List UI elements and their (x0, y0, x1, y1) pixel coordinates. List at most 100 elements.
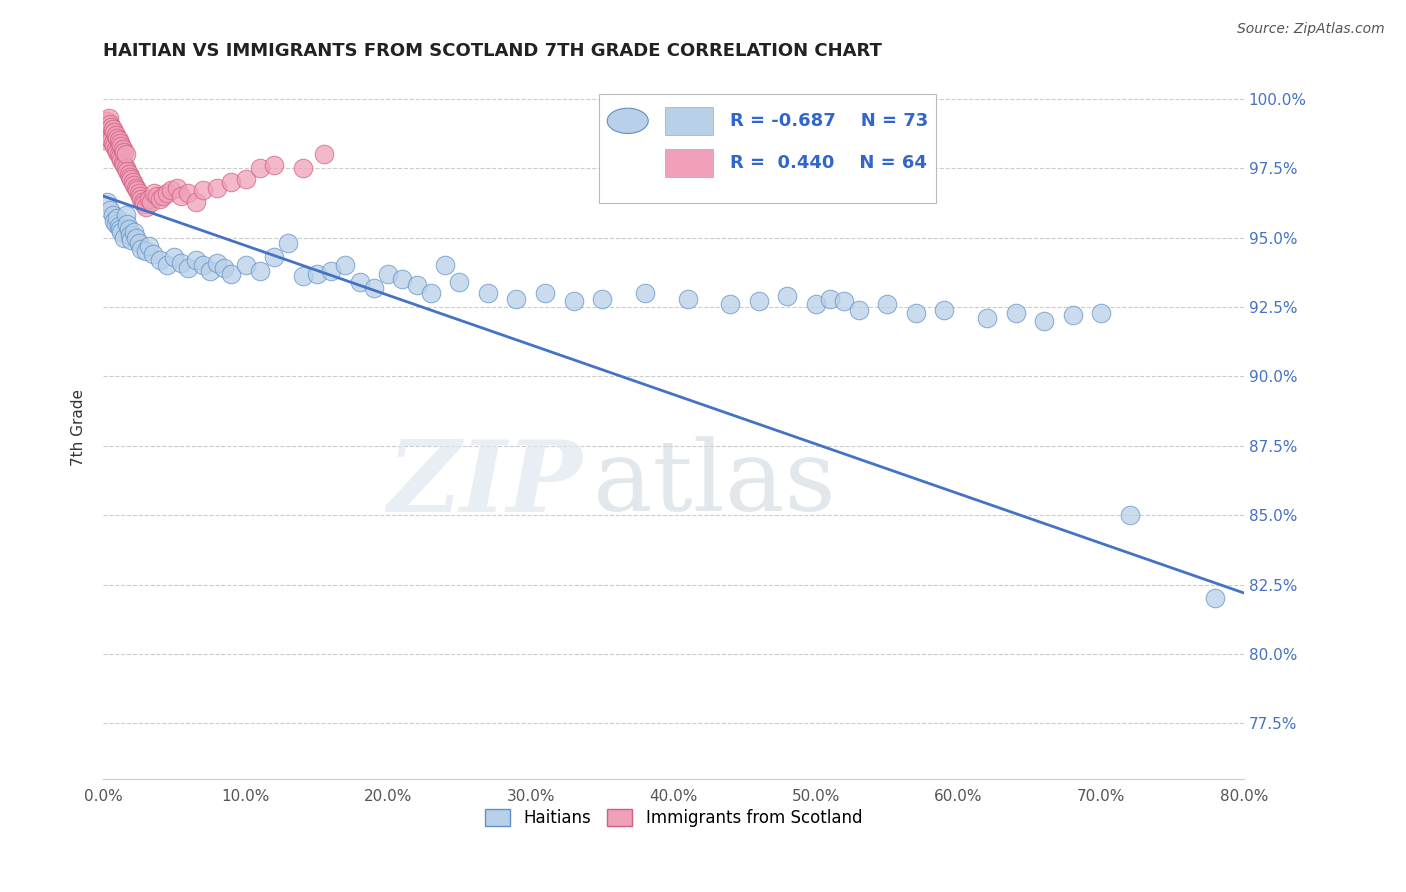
Point (1062, 309, 1084, 323)
Point (249, 161, 271, 176)
Point (477, 286, 499, 301)
Point (876, 297, 898, 311)
Point (101, 122, 124, 136)
Point (976, 311, 998, 326)
Point (111, 142, 134, 156)
Point (110, 153, 132, 167)
Y-axis label: 7th Grade: 7th Grade (72, 389, 86, 467)
Point (156, 258, 179, 272)
Point (125, 180, 148, 194)
Point (141, 194, 163, 209)
Point (128, 186, 150, 201)
Point (143, 186, 166, 201)
Point (219, 267, 242, 281)
Point (112, 158, 135, 172)
Point (98, 130, 121, 145)
Point (305, 267, 328, 281)
Point (534, 286, 557, 301)
Point (249, 264, 271, 278)
Point (112, 230, 135, 244)
Bar (665, 107, 713, 135)
Point (235, 258, 257, 272)
Point (419, 286, 441, 301)
Point (163, 250, 186, 264)
Point (277, 236, 299, 251)
Point (118, 227, 141, 242)
Point (96, 194, 118, 209)
Point (96, 125, 118, 139)
Point (562, 294, 585, 309)
Point (135, 200, 157, 214)
Point (124, 225, 146, 239)
Point (120, 233, 142, 247)
Point (818, 292, 841, 306)
Point (96, 114, 118, 128)
Point (101, 208, 124, 222)
Point (449, 275, 471, 289)
Point (125, 230, 148, 244)
Point (115, 217, 138, 231)
Point (97, 112, 120, 126)
Point (434, 258, 457, 272)
Point (127, 183, 149, 197)
Bar (665, 149, 713, 177)
Point (212, 261, 235, 276)
Point (115, 164, 138, 178)
Point (205, 180, 228, 194)
Point (104, 142, 127, 156)
Text: Source: ZipAtlas.com: Source: ZipAtlas.com (1237, 22, 1385, 37)
Point (166, 180, 188, 194)
Point (184, 194, 207, 209)
Point (118, 169, 141, 184)
Point (312, 147, 335, 161)
Point (134, 197, 156, 211)
Point (117, 222, 139, 236)
Point (177, 186, 200, 201)
Point (131, 242, 153, 256)
Point (93, 133, 115, 147)
Point (184, 252, 207, 267)
Point (114, 147, 136, 161)
Point (131, 192, 153, 206)
Point (149, 252, 172, 267)
Point (291, 269, 314, 284)
Point (104, 128, 127, 142)
Point (335, 258, 357, 272)
Point (129, 189, 152, 203)
Point (98, 117, 121, 131)
Point (112, 145, 135, 159)
Point (120, 172, 142, 186)
Point (100, 133, 122, 147)
Point (110, 139, 132, 153)
Point (219, 175, 242, 189)
Legend: Haitians, Immigrants from Scotland: Haitians, Immigrants from Scotland (478, 802, 869, 834)
Point (97, 128, 120, 142)
Point (1204, 591, 1226, 606)
Point (391, 272, 413, 286)
Point (105, 145, 128, 159)
Point (160, 183, 183, 197)
Point (138, 192, 160, 206)
Point (263, 158, 285, 172)
Point (108, 150, 131, 164)
Point (98, 202, 121, 217)
Point (177, 261, 200, 276)
Point (198, 264, 221, 278)
Point (114, 161, 136, 176)
Text: R = -0.687    N = 73: R = -0.687 N = 73 (730, 112, 928, 130)
Point (191, 183, 214, 197)
Point (934, 302, 956, 317)
Point (111, 155, 134, 169)
Point (152, 189, 174, 203)
Text: R =  0.440    N = 64: R = 0.440 N = 64 (730, 154, 928, 172)
Point (263, 250, 285, 264)
Point (591, 292, 613, 306)
FancyBboxPatch shape (599, 95, 936, 203)
Point (748, 294, 770, 309)
Point (848, 302, 870, 317)
Point (101, 136, 124, 151)
Point (146, 189, 169, 203)
Point (319, 264, 342, 278)
Point (103, 139, 125, 153)
Point (135, 244, 157, 259)
